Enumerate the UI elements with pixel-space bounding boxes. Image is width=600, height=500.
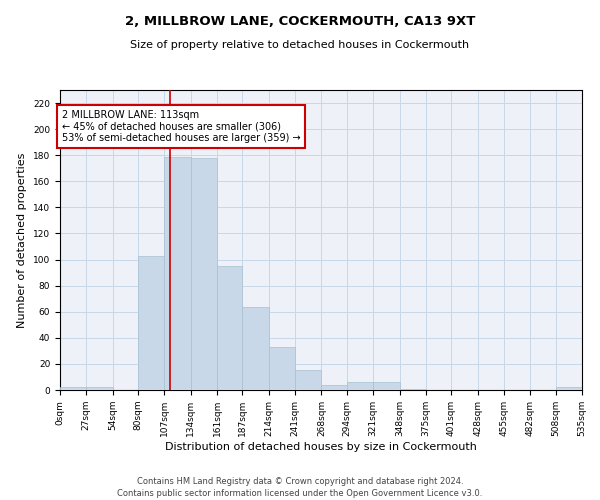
Y-axis label: Number of detached properties: Number of detached properties — [17, 152, 28, 328]
Text: Distribution of detached houses by size in Cockermouth: Distribution of detached houses by size … — [165, 442, 477, 452]
Bar — [295, 370, 322, 390]
Text: 2 MILLBROW LANE: 113sqm
← 45% of detached houses are smaller (306)
53% of semi-d: 2 MILLBROW LANE: 113sqm ← 45% of detache… — [62, 110, 301, 143]
Bar — [60, 388, 86, 390]
Bar — [269, 347, 295, 390]
Text: Contains public sector information licensed under the Open Government Licence v3: Contains public sector information licen… — [118, 489, 482, 498]
Bar — [242, 306, 269, 390]
Bar — [138, 256, 164, 390]
Bar — [400, 388, 426, 390]
Text: Size of property relative to detached houses in Cockermouth: Size of property relative to detached ho… — [130, 40, 470, 50]
Bar — [217, 266, 242, 390]
Bar — [373, 382, 400, 390]
Bar — [86, 388, 113, 390]
Bar — [322, 385, 347, 390]
Bar — [556, 388, 582, 390]
Bar — [347, 382, 373, 390]
Text: Contains HM Land Registry data © Crown copyright and database right 2024.: Contains HM Land Registry data © Crown c… — [137, 478, 463, 486]
Text: 2, MILLBROW LANE, COCKERMOUTH, CA13 9XT: 2, MILLBROW LANE, COCKERMOUTH, CA13 9XT — [125, 15, 475, 28]
Bar — [164, 156, 191, 390]
Bar — [191, 158, 217, 390]
